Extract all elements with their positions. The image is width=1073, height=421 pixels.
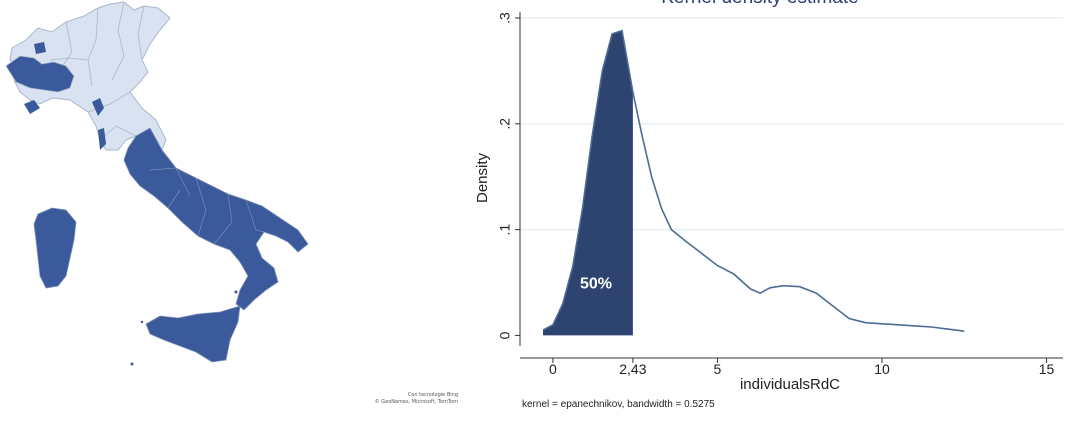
region-south-borders <box>149 167 265 245</box>
density-chart: 0 .1 .2 .3 0 2,43 5 10 15 Kernel density estimat… <box>460 0 1073 416</box>
shaded-area-label: 50% <box>580 276 612 293</box>
region-south <box>123 127 309 311</box>
x-tick-label: 0 <box>549 361 557 377</box>
italy-map: Con tecnologie Bing © GeoNames, Microsof… <box>0 0 458 416</box>
map-credit: Con tecnologie Bing © GeoNames, Microsof… <box>338 392 458 406</box>
region-valle-highlight <box>34 42 46 54</box>
y-tick-label: .3 <box>497 12 513 24</box>
y-tick-label: 0 <box>497 331 513 339</box>
region-borders <box>49 1 145 141</box>
x-tick-label: 15 <box>1039 361 1055 377</box>
density-line <box>542 29 965 332</box>
region-northwest-highlight <box>5 55 75 93</box>
region-liguria-highlight <box>24 100 40 114</box>
region-tuscany-coast-highlight <box>92 98 104 116</box>
map-credit-line1: Con tecnologie Bing <box>407 392 458 398</box>
region-tuscany-isle-highlight <box>98 128 106 150</box>
y-tick-label: .2 <box>497 118 513 130</box>
x-tick-label: 5 <box>714 361 722 377</box>
y-tick-label: .1 <box>497 224 513 236</box>
x-tick-label: 2,43 <box>619 361 646 377</box>
shaded-area <box>543 30 633 336</box>
region-sicily <box>145 305 241 363</box>
island-3 <box>140 320 144 324</box>
chart-title: Kernel density estimate <box>661 0 859 8</box>
italy-map-svg <box>5 1 309 366</box>
axis-layer: 0 .1 .2 .3 0 2,43 5 10 15 <box>497 12 1063 377</box>
x-axis-label: individualsRdC <box>740 376 840 393</box>
region-sardinia <box>33 207 77 289</box>
island-2 <box>234 290 238 294</box>
line-layer <box>542 29 965 332</box>
x-tick-label: 10 <box>874 361 890 377</box>
kernel-note: kernel = epanechnikov, bandwidth = 0.527… <box>522 399 715 410</box>
density-chart-svg: 0 .1 .2 .3 0 2,43 5 10 15 Kernel density estimat… <box>474 0 1063 410</box>
y-axis-label: Density <box>474 152 491 203</box>
island-1 <box>130 362 134 366</box>
map-credit-line2: © GeoNames, Microsoft, TomTom <box>374 399 458 405</box>
region-north <box>9 1 171 151</box>
area-layer <box>543 30 633 336</box>
